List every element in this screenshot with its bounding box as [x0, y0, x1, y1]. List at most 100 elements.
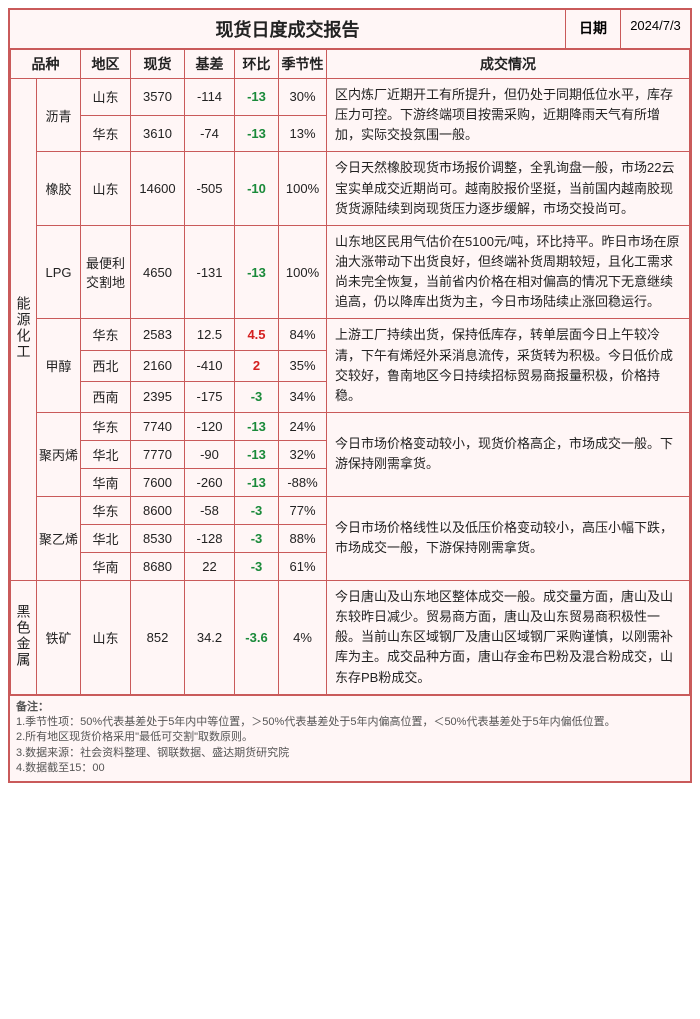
- cell-season: 4%: [279, 580, 327, 694]
- table-row: 甲醇 华东 2583 12.5 4.5 84% 上游工厂持续出货，保持低库存，转…: [11, 319, 690, 350]
- cell-basis: -74: [185, 115, 235, 152]
- cell-region: 华北: [81, 440, 131, 468]
- cell-season: 13%: [279, 115, 327, 152]
- cell-basis: 12.5: [185, 319, 235, 350]
- th-note: 成交情况: [327, 50, 690, 79]
- cell-spot: 8600: [131, 496, 185, 524]
- cell-season: 32%: [279, 440, 327, 468]
- cell-region: 华南: [81, 468, 131, 496]
- cell-mom: -13: [235, 115, 279, 152]
- footer-line: 3.数据来源：社会资料整理、钢联数据、盛达期货研究院: [16, 747, 289, 759]
- table-row: 聚乙烯 华东 8600 -58 -3 77% 今日市场价格线性以及低压价格变动较…: [11, 496, 690, 524]
- prod-iron: 铁矿: [37, 580, 81, 694]
- cell-basis: 34.2: [185, 580, 235, 694]
- cell-note: 今日市场价格线性以及低压价格变动较小，高压小幅下跌，市场成交一般，下游保持刚需拿…: [327, 496, 690, 580]
- cell-mom: -13: [235, 412, 279, 440]
- cell-spot: 2160: [131, 350, 185, 381]
- footer-line: 2.所有地区现货价格采用"最低可交割"取数原则。: [16, 731, 253, 743]
- cell-region: 最便利交割地: [81, 225, 131, 319]
- cell-spot: 3570: [131, 79, 185, 116]
- cell-region: 西北: [81, 350, 131, 381]
- cell-spot: 7740: [131, 412, 185, 440]
- cell-basis: -58: [185, 496, 235, 524]
- th-region: 地区: [81, 50, 131, 79]
- cell-spot: 8680: [131, 552, 185, 580]
- footer-notes: 备注： 1.季节性项：50%代表基差处于5年内中等位置，＞50%代表基差处于5年…: [10, 695, 690, 781]
- cell-season: 100%: [279, 152, 327, 225]
- cell-spot: 8530: [131, 524, 185, 552]
- cell-mom: -10: [235, 152, 279, 225]
- th-spot: 现货: [131, 50, 185, 79]
- cell-region: 华东: [81, 496, 131, 524]
- report-container: 现货日度成交报告 日期 2024/7/3 品种 地区 现货 基差 环比 季节性 …: [8, 8, 692, 783]
- cat-energy: 能源化工: [11, 79, 37, 581]
- cell-mom: 2: [235, 350, 279, 381]
- cell-basis: -505: [185, 152, 235, 225]
- cell-season: 88%: [279, 524, 327, 552]
- cell-mom: -13: [235, 225, 279, 319]
- footer-line: 1.季节性项：50%代表基差处于5年内中等位置，＞50%代表基差处于5年内偏高位…: [16, 716, 616, 728]
- cell-basis: -120: [185, 412, 235, 440]
- cell-spot: 2583: [131, 319, 185, 350]
- cell-basis: 22: [185, 552, 235, 580]
- cell-spot: 2395: [131, 381, 185, 412]
- cell-note: 今日市场价格变动较小，现货价格高企，市场成交一般。下游保持刚需拿货。: [327, 412, 690, 496]
- cell-region: 华东: [81, 412, 131, 440]
- title-row: 现货日度成交报告 日期 2024/7/3: [10, 10, 690, 49]
- cell-note: 今日唐山及山东地区整体成交一般。成交量方面，唐山及山东较昨日减少。贸易商方面，唐…: [327, 580, 690, 694]
- cell-region: 山东: [81, 79, 131, 116]
- cell-season: 35%: [279, 350, 327, 381]
- cell-note: 上游工厂持续出货，保持低库存，转单层面今日上午较冷清，下午有烯烃外采消息流传，采…: [327, 319, 690, 413]
- table-row: 能源化工 沥青 山东 3570 -114 -13 30% 区内炼厂近期开工有所提…: [11, 79, 690, 116]
- th-mom: 环比: [235, 50, 279, 79]
- cell-mom: -3.6: [235, 580, 279, 694]
- th-season: 季节性: [279, 50, 327, 79]
- cell-region: 华东: [81, 115, 131, 152]
- th-basis: 基差: [185, 50, 235, 79]
- cell-mom: -13: [235, 79, 279, 116]
- cell-note: 山东地区民用气估价在5100元/吨，环比持平。昨日市场在原油大涨带动下出货良好，…: [327, 225, 690, 319]
- cell-spot: 14600: [131, 152, 185, 225]
- prod-pe: 聚乙烯: [37, 496, 81, 580]
- report-title: 现货日度成交报告: [10, 10, 565, 48]
- cell-season: 100%: [279, 225, 327, 319]
- cell-mom: -13: [235, 440, 279, 468]
- date-value: 2024/7/3: [620, 10, 690, 48]
- cell-season: 30%: [279, 79, 327, 116]
- prod-pp: 聚丙烯: [37, 412, 81, 496]
- date-label: 日期: [565, 10, 620, 48]
- prod-rubber: 橡胶: [37, 152, 81, 225]
- cell-region: 山东: [81, 580, 131, 694]
- table-row: LPG 最便利交割地 4650 -131 -13 100% 山东地区民用气估价在…: [11, 225, 690, 319]
- cell-season: -88%: [279, 468, 327, 496]
- prod-methanol: 甲醇: [37, 319, 81, 413]
- cell-region: 山东: [81, 152, 131, 225]
- cell-season: 84%: [279, 319, 327, 350]
- cell-region: 华北: [81, 524, 131, 552]
- cell-basis: -410: [185, 350, 235, 381]
- cell-basis: -114: [185, 79, 235, 116]
- cell-mom: -3: [235, 524, 279, 552]
- cell-note: 今日天然橡胶现货市场报价调整，全乳询盘一般，市场22云宝实单成交近期尚可。越南胶…: [327, 152, 690, 225]
- cell-region: 华南: [81, 552, 131, 580]
- data-table: 品种 地区 现货 基差 环比 季节性 成交情况 能源化工 沥青 山东 3570 …: [10, 49, 690, 695]
- cell-season: 77%: [279, 496, 327, 524]
- footer-line: 4.数据截至15：00: [16, 762, 105, 774]
- cell-season: 24%: [279, 412, 327, 440]
- prod-lpg: LPG: [37, 225, 81, 319]
- cell-spot: 7770: [131, 440, 185, 468]
- cell-basis: -131: [185, 225, 235, 319]
- cell-mom: -13: [235, 468, 279, 496]
- cell-spot: 852: [131, 580, 185, 694]
- cell-mom: -3: [235, 381, 279, 412]
- th-category: 品种: [11, 50, 81, 79]
- cell-region: 华东: [81, 319, 131, 350]
- cell-basis: -90: [185, 440, 235, 468]
- cat-black: 黑色金属: [11, 580, 37, 694]
- cell-basis: -128: [185, 524, 235, 552]
- cell-season: 61%: [279, 552, 327, 580]
- cell-spot: 4650: [131, 225, 185, 319]
- cell-note: 区内炼厂近期开工有所提升，但仍处于同期低位水平，库存压力可控。下游终端项目按需采…: [327, 79, 690, 152]
- cell-region: 西南: [81, 381, 131, 412]
- cell-mom: -3: [235, 552, 279, 580]
